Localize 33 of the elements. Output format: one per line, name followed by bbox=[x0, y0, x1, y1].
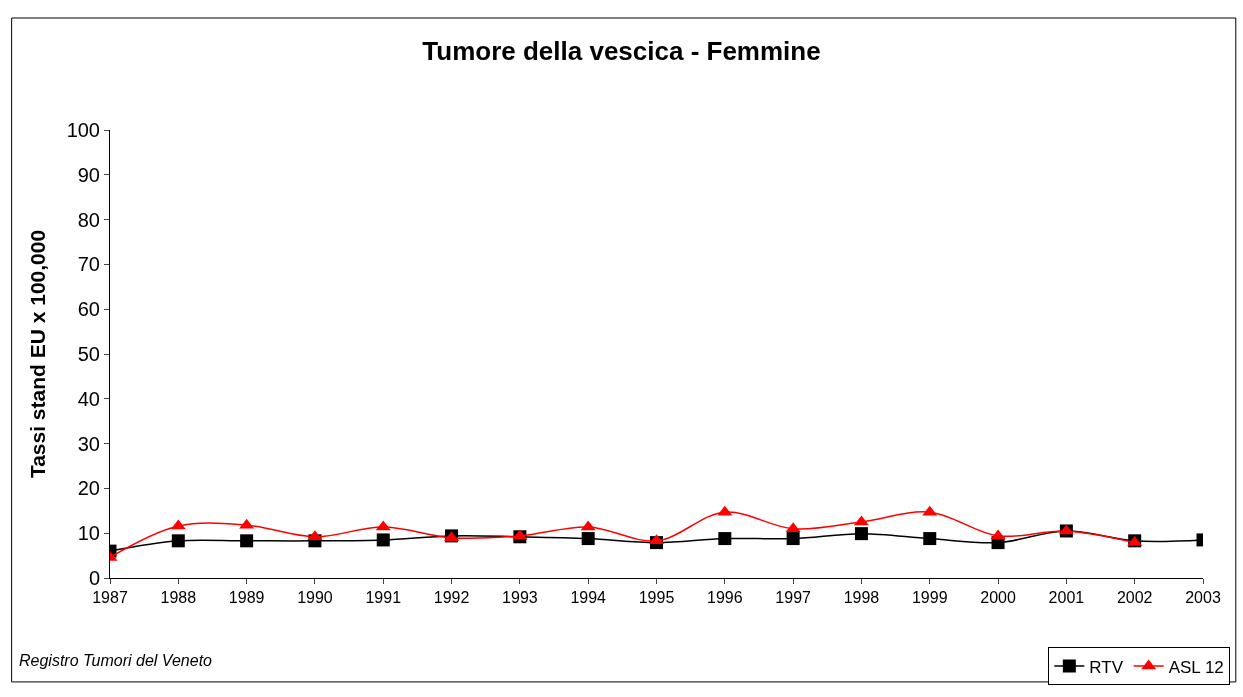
legend-label: RTV bbox=[1089, 657, 1124, 677]
x-tick-label: 2000 bbox=[980, 589, 1016, 607]
x-tick-label: 1991 bbox=[365, 589, 402, 607]
y-tick-label: 50 bbox=[77, 343, 100, 365]
y-tick-label: 30 bbox=[77, 432, 100, 455]
x-tick-label: 1988 bbox=[160, 589, 197, 607]
y-axis-title: Tassi stand EU x 100,000 bbox=[25, 229, 49, 479]
x-tick-label: 1998 bbox=[843, 589, 880, 607]
y-tick-label: 40 bbox=[77, 387, 100, 410]
y-tick-label: 70 bbox=[77, 253, 100, 276]
x-tick-label: 1995 bbox=[638, 589, 675, 607]
x-tick-label: 2002 bbox=[1116, 589, 1153, 607]
y-tick-label: 60 bbox=[77, 298, 100, 321]
y-tick-label: 80 bbox=[77, 208, 100, 231]
x-tick-label: 1996 bbox=[707, 589, 743, 607]
y-tick-label: 100 bbox=[66, 119, 100, 141]
x-tick-label: 1987 bbox=[92, 589, 128, 607]
y-tick-label: 10 bbox=[77, 522, 100, 545]
y-tick-label: 20 bbox=[77, 477, 100, 500]
x-tick-label: 1999 bbox=[911, 589, 948, 607]
x-tick-label: 1994 bbox=[570, 589, 607, 607]
chart-title: Tumore della vescica - Femmine bbox=[422, 36, 821, 67]
x-tick-label: 2001 bbox=[1048, 589, 1085, 607]
legend-label: ASL 12 bbox=[1168, 657, 1224, 677]
y-tick-label: 0 bbox=[88, 567, 100, 589]
x-tick-label: 2003 bbox=[1185, 589, 1221, 607]
x-tick-label: 1997 bbox=[775, 589, 812, 607]
y-tick-label: 90 bbox=[77, 163, 100, 186]
x-tick-label: 1989 bbox=[228, 589, 265, 607]
x-tick-label: 1990 bbox=[297, 589, 333, 607]
x-tick-label: 1993 bbox=[502, 589, 538, 607]
x-tick-label: 1992 bbox=[433, 589, 470, 607]
text: Registro Tumori del Veneto bbox=[19, 652, 213, 669]
